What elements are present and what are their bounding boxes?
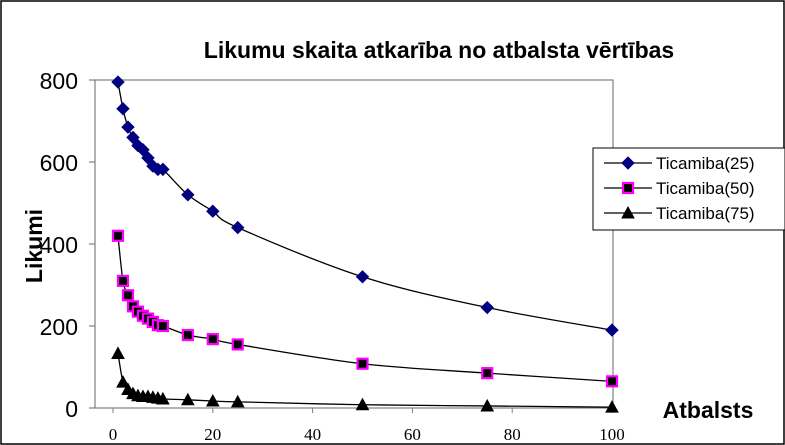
- data-point: [605, 375, 619, 388]
- legend-label: Ticamiba(75): [656, 204, 755, 223]
- data-point: [480, 300, 494, 315]
- data-point: [111, 229, 125, 242]
- x-tick-label: 100: [599, 425, 625, 444]
- x-tick-label: 40: [304, 425, 321, 444]
- series-layer: [111, 75, 619, 413]
- data-point: [205, 393, 220, 407]
- data-point: [481, 367, 494, 380]
- y-tick-label: 600: [40, 150, 78, 176]
- y-tick-label: 800: [40, 68, 78, 94]
- data-point: [141, 151, 155, 165]
- x-tick-label: 20: [204, 425, 221, 444]
- x-tick-label: 60: [404, 425, 421, 444]
- data-point: [206, 204, 220, 218]
- data-point: [116, 101, 130, 116]
- legend-label: Ticamiba(50): [656, 179, 755, 198]
- data-point: [231, 220, 245, 235]
- data-point: [356, 357, 369, 370]
- data-point: [181, 328, 194, 342]
- y-tick-label: 200: [40, 314, 78, 340]
- data-point: [136, 142, 150, 157]
- series-1: [111, 75, 619, 337]
- chart-title: Likumu skaita atkarība no atbalsta vērtī…: [204, 37, 674, 63]
- data-point: [355, 397, 370, 411]
- data-point: [206, 333, 219, 346]
- data-point: [126, 130, 140, 145]
- data-point: [111, 75, 125, 89]
- legend-item: Ticamiba(75): [604, 204, 755, 223]
- data-point: [480, 398, 495, 412]
- data-point: [605, 400, 619, 413]
- legend-item: Ticamiba(25): [604, 154, 755, 173]
- series-3: [111, 346, 619, 413]
- data-point: [156, 391, 170, 405]
- data-point: [116, 274, 130, 287]
- legend-label: Ticamiba(25): [656, 154, 755, 173]
- x-axis-label: Atbalsts: [663, 397, 754, 423]
- y-axis-label: Likumi: [21, 209, 47, 283]
- y-tick-label: 400: [40, 232, 78, 258]
- y-tick-label: 0: [65, 396, 78, 422]
- x-tick-label: 80: [504, 425, 521, 444]
- data-point: [355, 270, 370, 284]
- data-point: [231, 338, 244, 351]
- series-2: [111, 229, 619, 388]
- data-point: [156, 319, 169, 333]
- plot-area: [94, 79, 614, 409]
- data-point: [121, 120, 135, 134]
- legend-item: Ticamiba(50): [604, 179, 755, 198]
- x-tick-label: 0: [109, 425, 118, 444]
- data-point: [181, 188, 195, 202]
- legend-marker: [621, 181, 635, 195]
- data-point: [156, 162, 170, 177]
- data-point: [181, 392, 195, 406]
- legend-marker: [621, 205, 635, 219]
- legend: Ticamiba(25) Ticamiba(50) Ticamiba(75): [592, 147, 785, 231]
- data-point: [116, 375, 130, 388]
- data-point: [605, 323, 619, 337]
- legend-marker: [621, 156, 635, 170]
- data-point: [121, 289, 135, 302]
- data-point: [230, 394, 245, 408]
- axes: 0 200 400 600 800 0 20 40 60 80 100: [40, 68, 625, 444]
- data-point: [111, 346, 125, 359]
